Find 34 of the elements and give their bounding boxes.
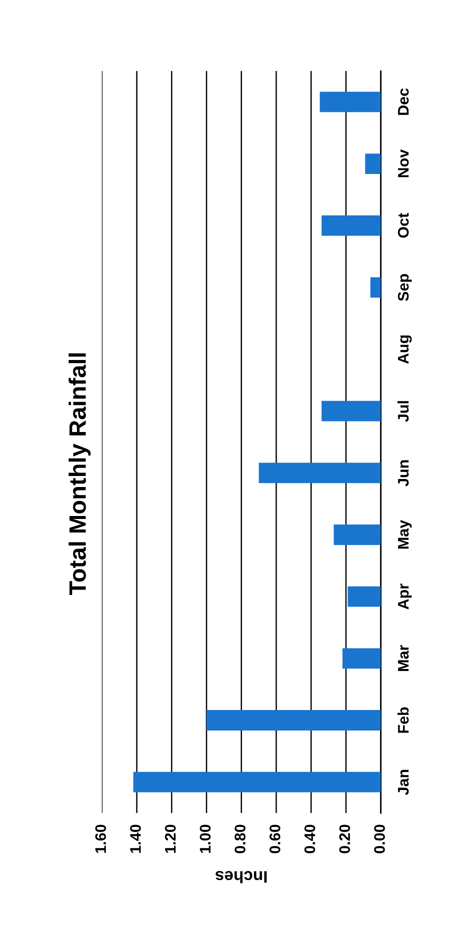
bar <box>206 710 381 730</box>
x-tick-label: 1.40 <box>130 824 141 853</box>
y-tick-label: Jan <box>398 770 409 796</box>
x-tick-label: 1.60 <box>95 824 106 853</box>
x-tick-label: 0.00 <box>374 824 385 854</box>
y-tick-label: May <box>398 520 412 549</box>
bar <box>370 277 381 298</box>
x-tick-label: 1.00 <box>200 824 211 853</box>
x-tick-label: 0.80 <box>234 824 246 854</box>
x-tick-label: 1.20 <box>164 824 176 853</box>
x-tick-label: 0.60 <box>270 824 280 854</box>
y-tick-label: Mar <box>398 645 409 671</box>
bar <box>320 92 381 112</box>
y-tick-label: Oct <box>398 213 409 238</box>
x-tick-label: 0.40 <box>304 824 316 854</box>
bar <box>334 524 381 545</box>
bar <box>322 400 381 422</box>
bar <box>348 586 381 607</box>
text: Total Monthly Rainfall <box>68 353 91 595</box>
bar <box>342 648 381 669</box>
x-tick-label: 0.20 <box>339 824 350 854</box>
bar <box>258 462 381 484</box>
bar <box>322 215 381 236</box>
y-tick-label: Jun <box>398 460 409 486</box>
bar <box>365 154 381 174</box>
y-tick-label: Sep <box>398 274 412 302</box>
y-tick-label: Jul <box>398 401 409 422</box>
x-axis-title: Inches <box>216 871 267 884</box>
y-tick-label: Aug <box>398 335 412 364</box>
y-tick-label: Feb <box>398 707 409 733</box>
bar <box>133 772 381 792</box>
y-tick-label: Dec <box>398 88 409 115</box>
y-tick-label: Apr <box>398 584 412 610</box>
y-tick-label: Nov <box>398 149 409 178</box>
